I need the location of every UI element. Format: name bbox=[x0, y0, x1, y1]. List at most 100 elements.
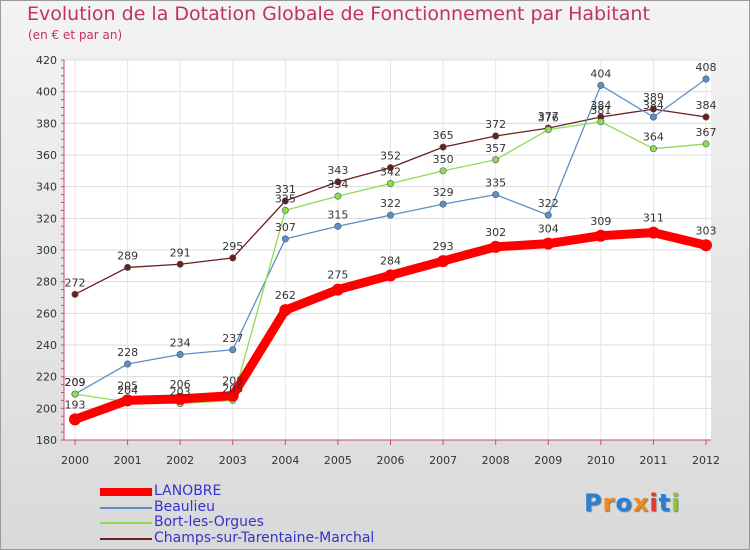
legend-label: Beaulieu bbox=[154, 498, 215, 515]
chart-subtitle: (en € et par an) bbox=[28, 28, 123, 42]
data-label-Champs-sur-Tarentaine-Marchal-2005: 343 bbox=[327, 164, 348, 177]
data-point-Bort-les-Orgues-2005 bbox=[334, 192, 342, 200]
data-label-Champs-sur-Tarentaine-Marchal-2011: 389 bbox=[643, 91, 664, 104]
chart-title: Evolution de la Dotation Globale de Fonc… bbox=[27, 3, 650, 25]
x-tick-label: 2001 bbox=[114, 454, 142, 467]
data-label-Champs-sur-Tarentaine-Marchal-2007: 365 bbox=[433, 129, 454, 142]
proxiti-logo: Proxiti bbox=[584, 489, 680, 517]
data-point-Beaulieu-2004 bbox=[281, 235, 289, 243]
data-label-Beaulieu-2011: 384 bbox=[643, 99, 664, 112]
data-point-Beaulieu-2002 bbox=[176, 350, 184, 358]
x-tick-label: 2005 bbox=[324, 454, 352, 467]
data-point-LANOBRE-2007 bbox=[437, 255, 450, 268]
data-label-LANOBRE-2011: 311 bbox=[643, 212, 664, 225]
data-label-Beaulieu-2010: 404 bbox=[590, 67, 611, 80]
y-tick-label: 400 bbox=[36, 86, 57, 99]
data-label-Beaulieu-2004: 307 bbox=[275, 221, 296, 234]
data-point-LANOBRE-2006 bbox=[384, 269, 397, 282]
data-label-Bort-les-Orgues-2001: 204 bbox=[117, 384, 138, 397]
data-label-LANOBRE-2002: 206 bbox=[170, 378, 191, 391]
data-label-Beaulieu-2003: 237 bbox=[222, 332, 243, 345]
legend-swatch bbox=[100, 537, 152, 540]
data-point-Champs-sur-Tarentaine-Marchal-2007 bbox=[439, 143, 447, 151]
data-label-LANOBRE-2007: 293 bbox=[433, 240, 454, 253]
data-label-Beaulieu-2000: 209 bbox=[65, 376, 86, 389]
data-label-Beaulieu-2009: 322 bbox=[538, 197, 559, 210]
legend-label: Bort-les-Orgues bbox=[154, 514, 264, 530]
data-point-Champs-sur-Tarentaine-Marchal-2008 bbox=[492, 132, 500, 140]
logo-letter: o bbox=[615, 489, 633, 517]
data-label-Champs-sur-Tarentaine-Marchal-2010: 384 bbox=[590, 99, 611, 112]
data-point-LANOBRE-2000 bbox=[69, 413, 81, 426]
y-tick-label: 300 bbox=[36, 244, 57, 257]
x-tick-label: 2012 bbox=[692, 454, 720, 467]
data-point-Bort-les-Orgues-2006 bbox=[386, 180, 394, 188]
data-point-Champs-sur-Tarentaine-Marchal-2004 bbox=[281, 197, 289, 205]
data-label-Champs-sur-Tarentaine-Marchal-2012: 384 bbox=[696, 99, 717, 112]
data-point-LANOBRE-2011 bbox=[647, 226, 660, 239]
data-label-LANOBRE-2005: 275 bbox=[327, 269, 348, 282]
data-point-Beaulieu-2009 bbox=[544, 211, 552, 219]
data-point-Champs-sur-Tarentaine-Marchal-2000 bbox=[71, 290, 79, 298]
x-tick-label: 2007 bbox=[429, 454, 457, 467]
data-point-LANOBRE-2004 bbox=[279, 304, 292, 317]
x-tick-label: 2004 bbox=[271, 454, 299, 467]
data-point-Champs-sur-Tarentaine-Marchal-2003 bbox=[229, 254, 237, 262]
legend-label: Champs-sur-Tarentaine-Marchal bbox=[154, 529, 375, 546]
data-point-LANOBRE-2010 bbox=[594, 229, 607, 242]
data-point-Beaulieu-2008 bbox=[492, 191, 500, 199]
legend-swatch bbox=[100, 506, 152, 509]
data-label-Bort-les-Orgues-2003: 205 bbox=[222, 382, 243, 395]
data-point-LANOBRE-2002 bbox=[174, 392, 187, 405]
data-label-Bort-les-Orgues-2008: 357 bbox=[485, 142, 506, 155]
data-point-Bort-les-Orgues-2007 bbox=[439, 167, 447, 175]
data-point-LANOBRE-2012 bbox=[700, 239, 712, 252]
data-label-Champs-sur-Tarentaine-Marchal-2001: 289 bbox=[117, 249, 138, 262]
data-label-Beaulieu-2001: 228 bbox=[117, 346, 138, 359]
data-label-Bort-les-Orgues-2002: 203 bbox=[170, 386, 191, 399]
y-tick-label: 240 bbox=[36, 339, 57, 352]
data-label-Bort-les-Orgues-2007: 350 bbox=[433, 153, 454, 166]
data-point-Bort-les-Orgues-2009 bbox=[544, 126, 552, 134]
data-label-LANOBRE-2004: 262 bbox=[275, 289, 296, 302]
data-label-LANOBRE-2003: 208 bbox=[222, 375, 243, 388]
data-point-Champs-sur-Tarentaine-Marchal-2006 bbox=[386, 164, 394, 172]
logo-letter: i bbox=[649, 489, 659, 517]
y-tick-label: 180 bbox=[36, 434, 57, 447]
data-point-Beaulieu-2010 bbox=[597, 81, 605, 89]
data-label-Champs-sur-Tarentaine-Marchal-2002: 291 bbox=[170, 246, 191, 259]
x-tick-label: 2009 bbox=[534, 454, 562, 467]
data-label-Champs-sur-Tarentaine-Marchal-2006: 352 bbox=[380, 150, 401, 163]
data-label-LANOBRE-2009: 304 bbox=[538, 223, 559, 236]
data-point-Beaulieu-2001 bbox=[124, 360, 132, 368]
data-point-Bort-les-Orgues-2000 bbox=[71, 390, 79, 398]
x-tick-label: 2011 bbox=[639, 454, 667, 467]
data-point-Beaulieu-2003 bbox=[229, 346, 237, 354]
logo-letter: P bbox=[584, 489, 603, 517]
y-tick-label: 260 bbox=[36, 307, 57, 320]
data-point-Bort-les-Orgues-2010 bbox=[597, 118, 605, 126]
data-point-Beaulieu-2005 bbox=[334, 222, 342, 230]
data-point-Champs-sur-Tarentaine-Marchal-2001 bbox=[124, 263, 132, 271]
x-tick-label: 2008 bbox=[482, 454, 510, 467]
y-tick-label: 200 bbox=[36, 402, 57, 415]
data-label-Champs-sur-Tarentaine-Marchal-2003: 295 bbox=[222, 240, 243, 253]
legend-label: LANOBRE bbox=[154, 483, 222, 499]
data-point-Bort-les-Orgues-2011 bbox=[649, 145, 657, 153]
logo-letter: t bbox=[658, 489, 672, 517]
data-label-LANOBRE-2006: 284 bbox=[380, 254, 401, 267]
data-point-LANOBRE-2009 bbox=[542, 237, 555, 250]
data-point-Champs-sur-Tarentaine-Marchal-2011 bbox=[649, 105, 657, 113]
y-tick-label: 280 bbox=[36, 276, 57, 289]
data-label-Champs-sur-Tarentaine-Marchal-2008: 372 bbox=[485, 118, 506, 131]
data-point-LANOBRE-2001 bbox=[121, 394, 134, 407]
data-label-Bort-les-Orgues-2005: 334 bbox=[327, 178, 348, 191]
data-label-Beaulieu-2002: 234 bbox=[170, 337, 191, 350]
legend-swatch bbox=[100, 488, 152, 496]
logo-letter: r bbox=[602, 489, 616, 517]
data-label-Beaulieu-2008: 335 bbox=[485, 177, 506, 190]
data-label-Bort-les-Orgues-2009: 376 bbox=[538, 112, 559, 125]
data-point-Bort-les-Orgues-2008 bbox=[492, 156, 500, 164]
data-label-Bort-les-Orgues-2011: 364 bbox=[643, 131, 664, 144]
